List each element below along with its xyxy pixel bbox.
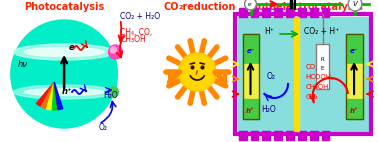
Bar (243, 99, 259, 119)
Bar (298, 131, 306, 140)
Bar (286, 8, 294, 17)
Text: h⁺: h⁺ (350, 108, 358, 114)
Text: CO₂ + H⁺: CO₂ + H⁺ (304, 27, 339, 36)
Text: h⁺: h⁺ (246, 108, 255, 114)
Bar (294, 17, 299, 131)
Bar (316, 44, 329, 89)
Bar (286, 131, 294, 140)
Bar (310, 131, 318, 140)
Circle shape (108, 87, 118, 97)
Text: CH₃OH: CH₃OH (120, 35, 146, 43)
Bar (310, 8, 318, 17)
Bar (274, 131, 282, 140)
Text: O₂: O₂ (99, 124, 108, 132)
Ellipse shape (14, 44, 115, 60)
Text: e⁻: e⁻ (350, 48, 358, 54)
Ellipse shape (14, 85, 115, 99)
Circle shape (245, 0, 256, 10)
Text: h⁺: h⁺ (62, 87, 73, 96)
Text: H₂O: H₂O (104, 90, 118, 100)
Bar (243, 34, 259, 119)
Wedge shape (37, 82, 54, 106)
Text: O₂: O₂ (266, 72, 275, 81)
Text: HCOOH,: HCOOH, (306, 74, 334, 80)
Wedge shape (46, 82, 54, 110)
Text: R: R (321, 57, 324, 62)
Bar (274, 8, 282, 17)
Circle shape (348, 0, 362, 11)
Text: H₂O: H₂O (261, 105, 276, 114)
Text: hν: hν (18, 60, 28, 69)
Bar (346, 64, 363, 99)
Text: e⁻: e⁻ (248, 2, 253, 7)
Text: V: V (353, 1, 358, 7)
Bar (235, 14, 371, 134)
Bar (239, 131, 246, 140)
Text: CO₂ + H₂O: CO₂ + H₂O (120, 12, 160, 20)
Wedge shape (41, 82, 54, 109)
Bar (243, 64, 259, 99)
Bar (322, 131, 329, 140)
Text: e⁻: e⁻ (246, 48, 255, 54)
Text: CO: CO (163, 2, 178, 12)
Text: CH₄: CH₄ (306, 94, 319, 100)
Text: Photocatalysis: Photocatalysis (24, 2, 104, 12)
Bar (251, 131, 259, 140)
Wedge shape (52, 82, 57, 110)
Circle shape (110, 47, 116, 53)
Bar (346, 34, 363, 64)
Bar (322, 8, 329, 17)
Bar (238, 17, 368, 131)
Wedge shape (54, 82, 63, 110)
Bar (243, 34, 259, 64)
Bar (239, 8, 246, 17)
Ellipse shape (24, 88, 104, 96)
Bar (262, 131, 270, 140)
Circle shape (178, 53, 216, 91)
Text: 2: 2 (178, 5, 183, 10)
Text: reduction: reduction (178, 2, 235, 12)
Text: CO,: CO, (306, 64, 318, 70)
Text: E: E (321, 66, 324, 71)
Ellipse shape (24, 48, 104, 57)
Text: Photoelectrocatalysis: Photoelectrocatalysis (244, 2, 363, 12)
Bar (346, 99, 363, 119)
Circle shape (108, 45, 122, 59)
Circle shape (180, 55, 214, 89)
Bar (346, 34, 363, 119)
Bar (262, 8, 270, 17)
Bar (251, 8, 259, 17)
Bar (298, 8, 306, 17)
Text: CH₃OH,: CH₃OH, (306, 84, 332, 90)
Circle shape (11, 20, 117, 128)
Text: H⁺: H⁺ (264, 27, 274, 36)
Text: e⁻: e⁻ (69, 43, 79, 52)
Text: CH₄, CO,: CH₄, CO, (120, 28, 153, 36)
